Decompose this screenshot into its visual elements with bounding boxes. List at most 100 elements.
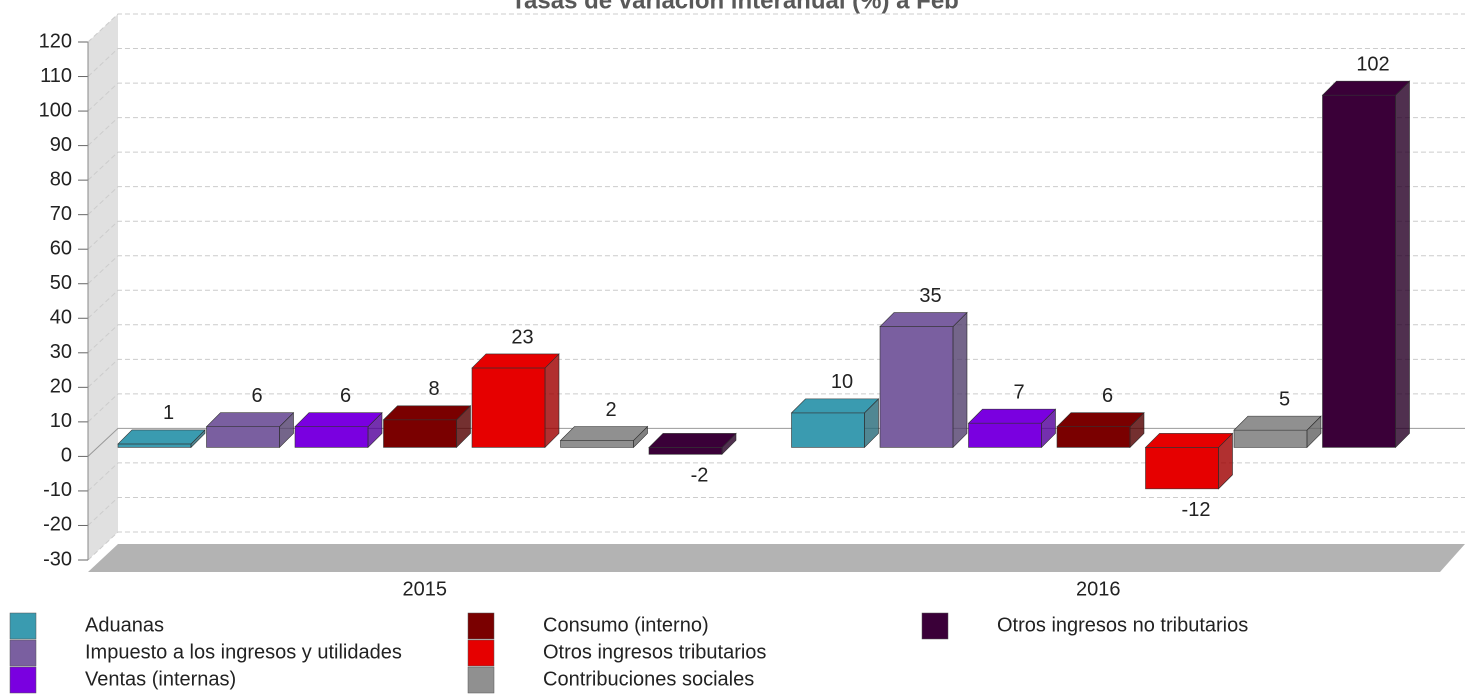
grid-line bbox=[87, 117, 1465, 146]
bar-side-shade bbox=[633, 426, 648, 448]
chart-title: Tasas de variación interanual (%) a Feb bbox=[511, 0, 959, 14]
grid-line bbox=[87, 496, 1465, 526]
value-label: -2 bbox=[691, 465, 709, 487]
value-label: 2 bbox=[605, 399, 616, 421]
bar-top bbox=[117, 429, 206, 445]
bar-side-shade bbox=[1307, 416, 1321, 448]
bar-top bbox=[382, 405, 472, 421]
bar-side-shade bbox=[191, 429, 205, 448]
bar-front bbox=[383, 419, 457, 448]
bar-top bbox=[1056, 412, 1145, 427]
bar-side-shade bbox=[722, 433, 736, 455]
floor bbox=[88, 544, 1465, 572]
value-label: 102 bbox=[1356, 53, 1389, 75]
bar-top bbox=[559, 426, 649, 441]
grid-line bbox=[87, 358, 1465, 388]
value-label: 23 bbox=[511, 326, 533, 348]
grid-line bbox=[87, 255, 1465, 285]
grid-line bbox=[87, 462, 1465, 492]
bar-side-shade bbox=[953, 312, 967, 448]
bar-top bbox=[1233, 415, 1322, 431]
y-tick-label: 0 bbox=[61, 445, 72, 467]
bar-front bbox=[648, 447, 723, 455]
bar bbox=[1233, 415, 1322, 449]
bar-side-shade bbox=[1041, 409, 1056, 448]
bar bbox=[117, 429, 206, 449]
bar bbox=[790, 398, 880, 449]
bar-side-shade bbox=[1218, 433, 1233, 489]
bar-top bbox=[1321, 80, 1411, 96]
value-label: 6 bbox=[1102, 385, 1113, 407]
bar-front bbox=[1145, 447, 1219, 490]
y-tick-label: 40 bbox=[50, 307, 72, 329]
bar-top bbox=[648, 433, 737, 448]
legend-swatch bbox=[9, 639, 37, 667]
bar-front bbox=[1322, 94, 1396, 448]
bar-top bbox=[879, 312, 968, 327]
y-tick-label: 80 bbox=[50, 168, 72, 190]
y-tick-label: 100 bbox=[39, 99, 72, 121]
bar bbox=[1144, 432, 1234, 490]
bar-top bbox=[967, 408, 1057, 424]
side-wall bbox=[88, 14, 118, 560]
grid-line bbox=[87, 48, 1465, 77]
bar-top bbox=[790, 398, 880, 414]
bar bbox=[294, 411, 383, 449]
legend-swatch bbox=[921, 612, 949, 640]
bar bbox=[471, 353, 560, 449]
x-tick-label: 2015 bbox=[403, 578, 448, 600]
y-tick-label: -30 bbox=[43, 548, 72, 570]
legend-swatch bbox=[467, 666, 495, 694]
bar-side-shade bbox=[1395, 81, 1410, 448]
grid-line bbox=[87, 393, 1465, 423]
grid-line bbox=[87, 531, 1465, 561]
value-label: -12 bbox=[1182, 499, 1211, 521]
bar-top bbox=[1144, 433, 1234, 448]
legend-swatch bbox=[9, 666, 37, 694]
bar-top bbox=[205, 412, 295, 427]
bar-front bbox=[117, 443, 192, 448]
y-tick-label: 120 bbox=[39, 30, 72, 52]
y-tick-label: 70 bbox=[50, 203, 72, 225]
grid-line bbox=[87, 151, 1465, 181]
value-label: 5 bbox=[1279, 388, 1290, 410]
bar-side-shade bbox=[1130, 412, 1144, 448]
value-label: 1 bbox=[163, 402, 174, 424]
legend-swatch bbox=[467, 639, 495, 667]
bar bbox=[1321, 80, 1411, 449]
legend-label: Otros ingresos no tributarios bbox=[997, 614, 1248, 636]
bar-front bbox=[1056, 426, 1131, 448]
y-tick-label: 110 bbox=[40, 65, 72, 87]
bar-front bbox=[791, 412, 865, 448]
bar-front bbox=[471, 367, 546, 448]
bar-front bbox=[560, 440, 634, 448]
value-label: 8 bbox=[428, 378, 439, 400]
bar bbox=[648, 432, 737, 456]
bar bbox=[1056, 411, 1145, 449]
bar-top bbox=[294, 412, 383, 427]
bar-side-shade bbox=[279, 412, 294, 448]
y-tick-label: 10 bbox=[50, 410, 72, 432]
bar-side-shade bbox=[545, 353, 559, 448]
grid-line bbox=[87, 220, 1465, 250]
bar-front bbox=[968, 422, 1042, 448]
legend-label: Contribuciones sociales bbox=[543, 668, 754, 690]
bar-front bbox=[1233, 429, 1308, 448]
value-label: 10 bbox=[831, 371, 853, 393]
grid-line bbox=[87, 289, 1465, 319]
y-tick-label: -10 bbox=[43, 479, 72, 501]
legend-label: Aduanas bbox=[85, 614, 164, 636]
bar-side-shade bbox=[864, 398, 879, 448]
legend-label: Ventas (internas) bbox=[85, 668, 236, 690]
bar-front bbox=[879, 326, 954, 448]
legend-label: Impuesto a los ingresos y utilidades bbox=[85, 641, 402, 663]
bar-front bbox=[294, 426, 369, 448]
bar-top bbox=[471, 353, 560, 369]
value-label: 7 bbox=[1013, 382, 1024, 404]
grid-line bbox=[87, 186, 1465, 216]
y-tick-label: 50 bbox=[50, 272, 72, 294]
x-tick-label: 2016 bbox=[1076, 578, 1121, 600]
bar bbox=[879, 311, 968, 449]
